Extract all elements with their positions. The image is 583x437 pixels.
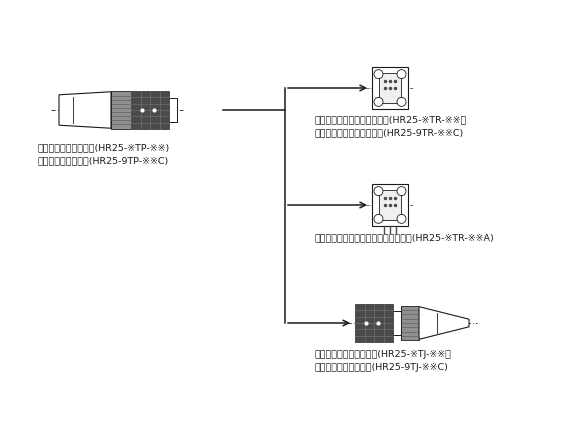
Bar [379,73,401,103]
Polygon shape [111,91,131,128]
Text: はんだタイプ　ジャック(HR25-※TJ-※※）: はんだタイプ ジャック(HR25-※TJ-※※） [315,350,452,359]
Bar [372,67,408,109]
Polygon shape [419,307,469,340]
Text: はんだタイプ　プラグ(HR25-※TP-※※): はんだタイプ プラグ(HR25-※TP-※※) [38,143,170,152]
Text: はんだタイプ　レセプタクル(HR25-※TR-※※）: はんだタイプ レセプタクル(HR25-※TR-※※） [315,115,467,124]
Text: 圧着タイプ　ジャック(HR25-9TJ-※※C): 圧着タイプ ジャック(HR25-9TJ-※※C) [315,363,449,372]
Circle shape [397,215,406,223]
Bar [379,190,401,220]
Polygon shape [131,91,169,129]
Circle shape [374,69,383,79]
Polygon shape [169,98,177,122]
Text: 基板直付け結線タイプ　レセプタクル(HR25-※TR-※※A): 基板直付け結線タイプ レセプタクル(HR25-※TR-※※A) [315,233,495,242]
Circle shape [397,97,406,106]
Circle shape [397,187,406,196]
Polygon shape [401,305,419,340]
Text: 圧着タイプ　プラグ(HR25-9TP-※※C): 圧着タイプ プラグ(HR25-9TP-※※C) [38,156,169,165]
Circle shape [374,215,383,223]
Bar [372,184,408,226]
Text: 圧着タイプ　レセプタクル(HR25-9TR-※※C): 圧着タイプ レセプタクル(HR25-9TR-※※C) [315,128,464,137]
Polygon shape [393,311,401,335]
Circle shape [374,97,383,106]
Polygon shape [355,304,393,342]
Circle shape [397,69,406,79]
Polygon shape [59,92,111,128]
Circle shape [374,187,383,196]
